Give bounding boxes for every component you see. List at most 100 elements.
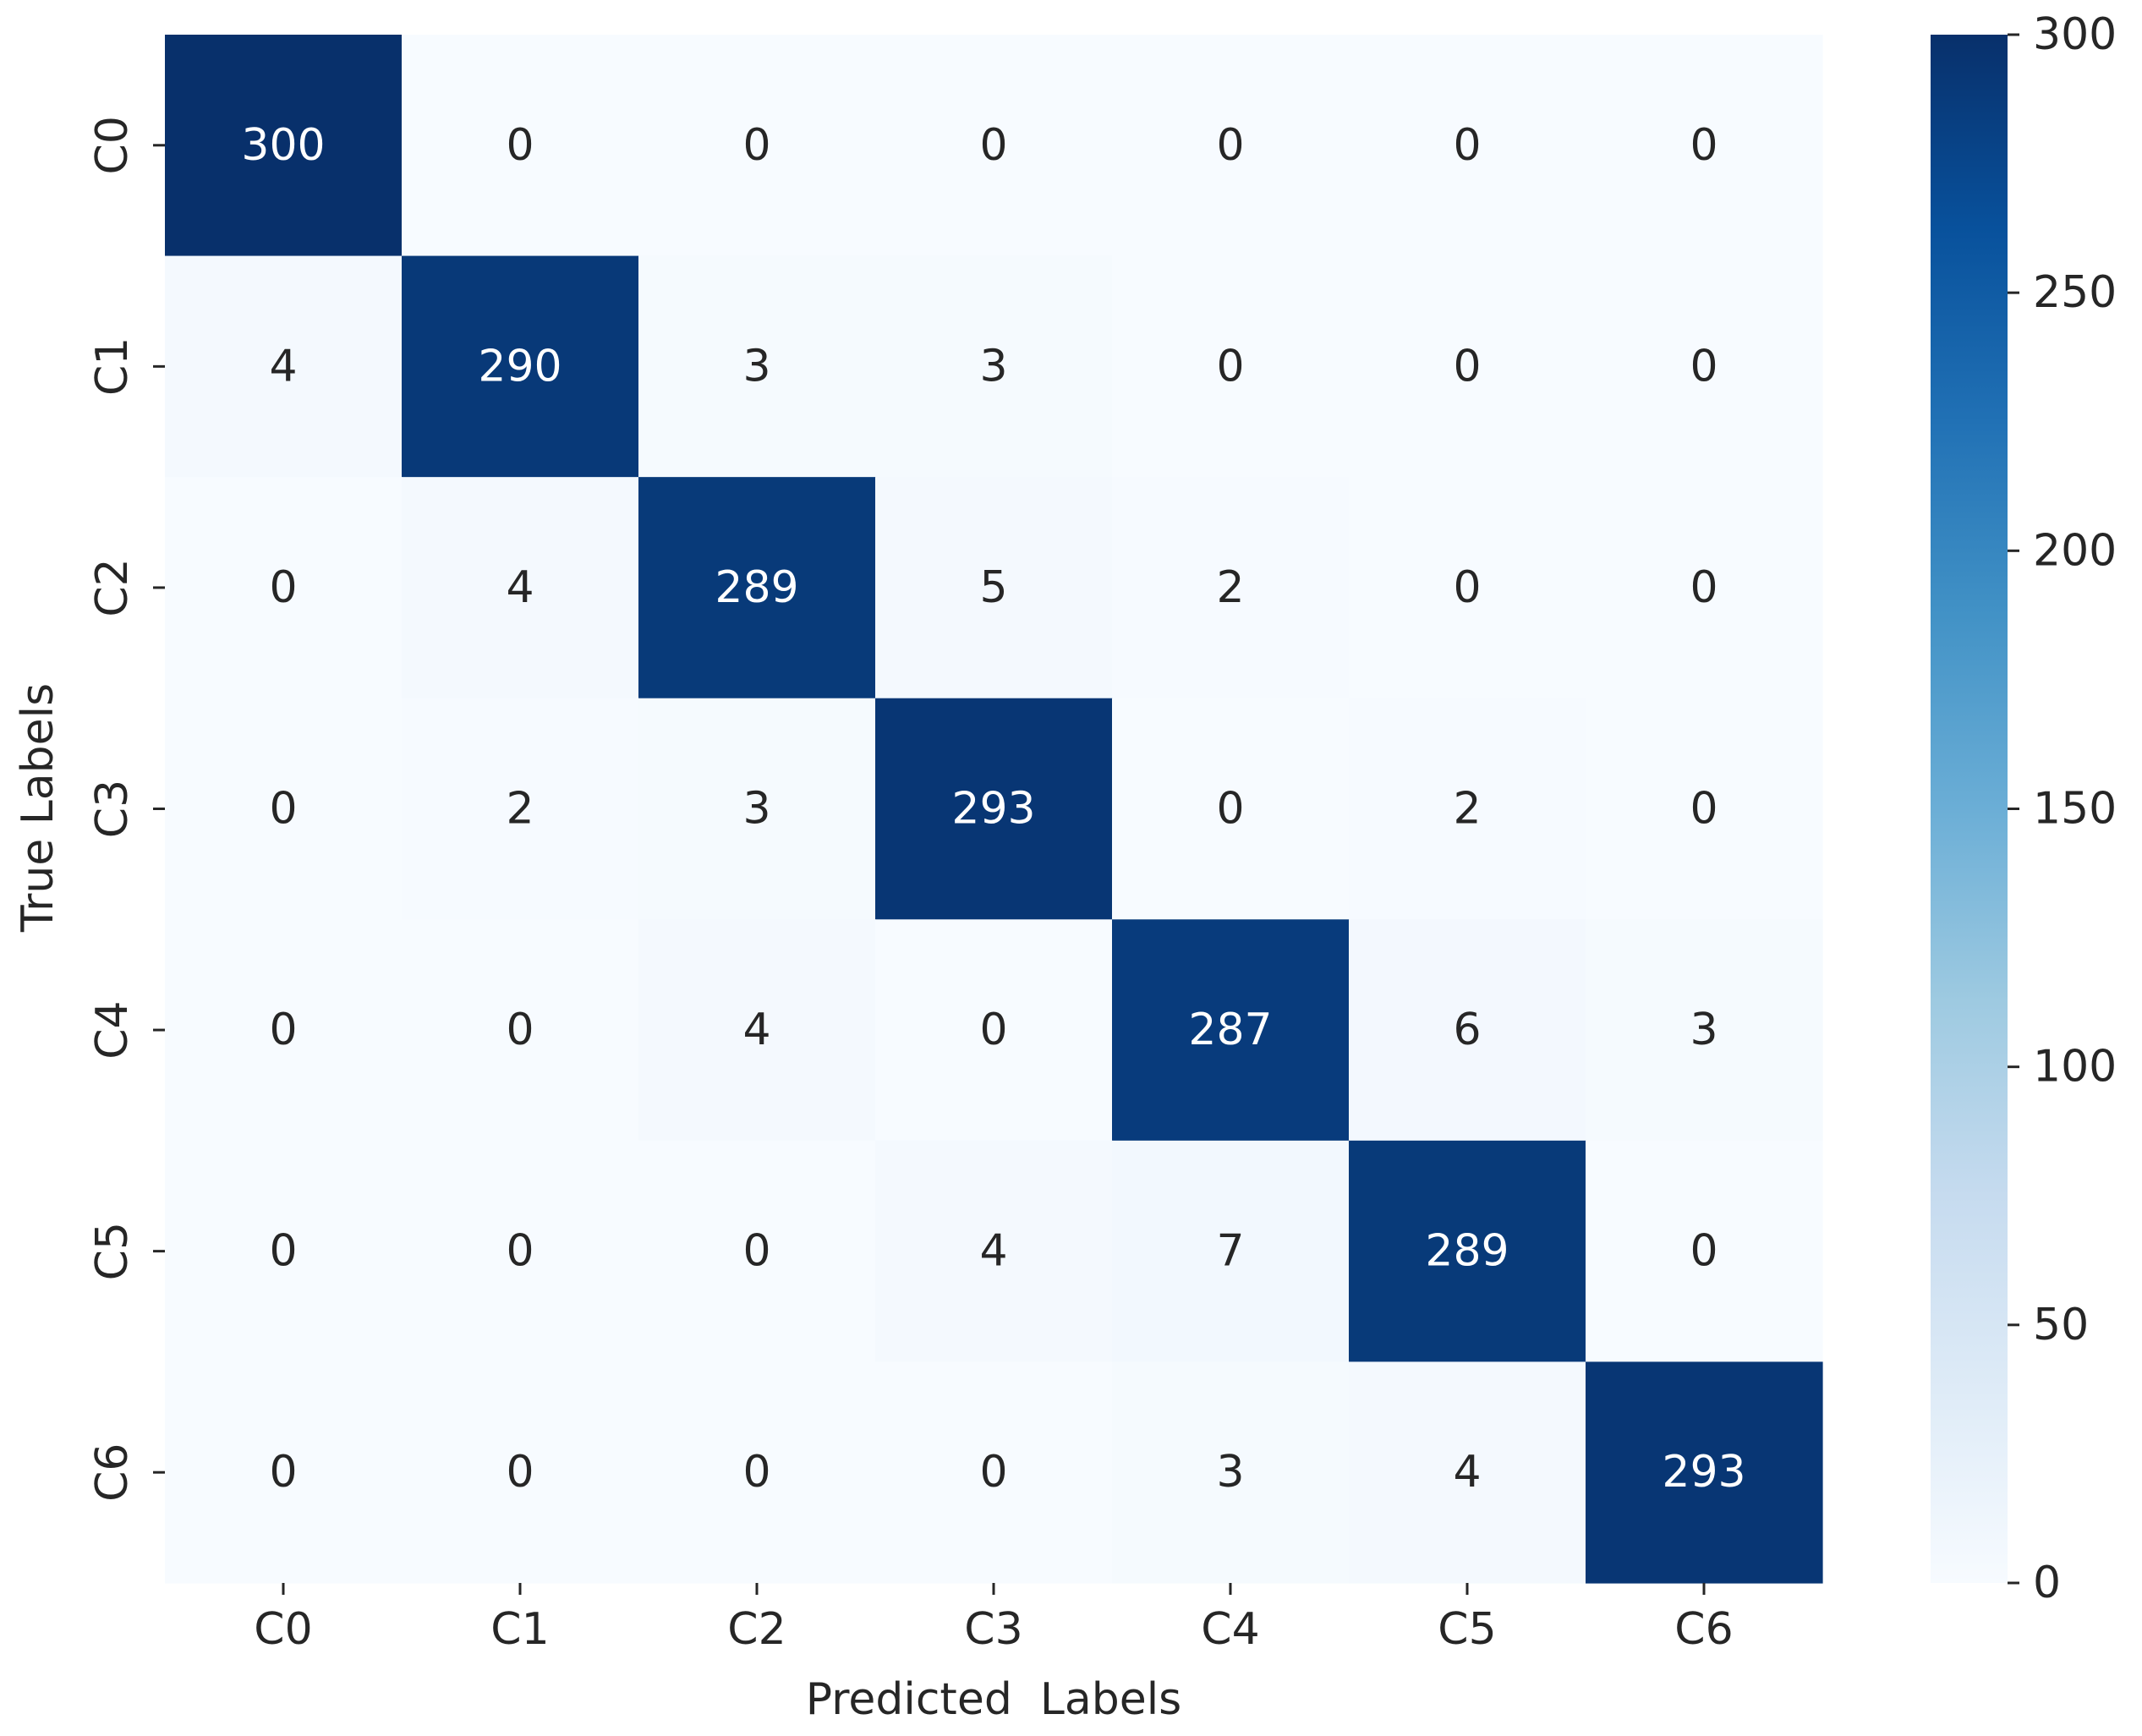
cell-value-label: 289	[1425, 1226, 1509, 1277]
heatmap-cell-C3-C3	[875, 698, 1113, 920]
heatmap-cell-C4-C1	[402, 919, 639, 1142]
cell-value-label: 0	[506, 1447, 534, 1498]
heatmap-cell-C5-C0	[165, 1140, 403, 1363]
heatmap-cell-C6-C6	[1586, 1361, 1823, 1584]
heatmap-cell-C4-C2	[638, 919, 876, 1142]
cell-value-label: 0	[1216, 120, 1244, 171]
heatmap-cell-C4-C5	[1349, 919, 1586, 1142]
heatmap-cell-C0-C2	[638, 35, 876, 257]
cell-value-label: 0	[1216, 784, 1244, 835]
y-tick-label: C6	[87, 1443, 138, 1502]
cell-value-label: 0	[269, 562, 297, 613]
heatmap-cell-C2-C2	[638, 477, 876, 699]
x-tick-label: C1	[490, 1604, 549, 1655]
heatmap-cell-C5-C4	[1112, 1140, 1350, 1363]
heatmap-cell-C6-C4	[1112, 1361, 1350, 1584]
cell-value-label: 3	[1690, 1005, 1717, 1055]
cell-value-label: 0	[269, 1226, 297, 1277]
cell-value-label: 0	[979, 120, 1007, 171]
cell-value-label: 0	[1216, 341, 1244, 392]
colorbar: 0 50 100 150 200 250 300	[1931, 9, 2117, 1608]
cell-value-label: 3	[1216, 1447, 1244, 1498]
cell-value-label: 0	[1690, 120, 1717, 171]
cell-value-label: 2	[1216, 562, 1244, 613]
colorbar-tick-label: 300	[2033, 9, 2117, 60]
heatmap-cell-C3-C0	[165, 698, 403, 920]
cell-value-label: 4	[979, 1226, 1007, 1277]
cell-value-label: 0	[979, 1005, 1007, 1055]
cell-value-label: 300	[241, 120, 325, 171]
x-axis: C0 C1 C2 C3 C4 C5 C6	[254, 1583, 1734, 1655]
y-tick-label: C1	[87, 337, 138, 396]
heatmap-cell-C4-C4	[1112, 919, 1350, 1142]
heatmap-cell-C2-C1	[402, 477, 639, 699]
cell-value-label: 3	[979, 341, 1007, 392]
colorbar-tick-label: 150	[2033, 784, 2117, 835]
x-tick-label: C4	[1201, 1604, 1259, 1655]
x-tick-label: C0	[254, 1604, 312, 1655]
x-tick-label: C3	[964, 1604, 1022, 1655]
heatmap-cell-C2-C5	[1349, 477, 1586, 699]
heatmap-cell-C0-C0	[165, 35, 403, 257]
y-tick-label: C2	[87, 558, 138, 616]
heatmap-cell-C6-C5	[1349, 1361, 1586, 1584]
y-axis-title: True Labels	[13, 683, 63, 933]
cell-value-label: 4	[1453, 1447, 1481, 1498]
heatmap-cell-C2-C6	[1586, 477, 1823, 699]
heatmap-cell-C5-C6	[1586, 1140, 1823, 1363]
cell-value-label: 6	[1453, 1005, 1481, 1055]
cell-value-label: 4	[742, 1005, 770, 1055]
cell-value-label: 0	[1690, 562, 1717, 613]
x-tick-label: C5	[1438, 1604, 1496, 1655]
x-axis-title: Predicted Labels	[806, 1674, 1182, 1725]
heatmap-cell-C5-C5	[1349, 1140, 1586, 1363]
heatmap-cell-C4-C3	[875, 919, 1113, 1142]
heatmap-cell-C1-C0	[165, 255, 403, 478]
heatmap-cell-C3-C1	[402, 698, 639, 920]
heatmap-cell-C0-C5	[1349, 35, 1586, 257]
heatmap-cell-C0-C4	[1112, 35, 1350, 257]
heatmap-cell-C1-C6	[1586, 255, 1823, 478]
cell-value-label: 0	[269, 784, 297, 835]
cell-value-label: 293	[1662, 1447, 1745, 1498]
y-tick-label: C4	[87, 1000, 138, 1059]
y-tick-label: C3	[87, 780, 138, 838]
heatmap-cell-C5-C2	[638, 1140, 876, 1363]
heatmap-cell-C4-C0	[165, 919, 403, 1142]
heatmap-cell-C6-C1	[402, 1361, 639, 1584]
heatmap-cells	[165, 35, 1823, 1584]
y-axis: C0 C1 C2 C3 C4 C5 C6	[87, 116, 165, 1502]
cell-value-label: 0	[979, 1447, 1007, 1498]
heatmap-cell-C5-C3	[875, 1140, 1113, 1363]
cell-value-label: 0	[506, 120, 534, 171]
cell-value-label: 289	[715, 562, 798, 613]
cell-value-label: 290	[478, 341, 562, 392]
cell-value-label: 0	[1453, 120, 1481, 171]
cell-value-label: 7	[1216, 1226, 1244, 1277]
cell-value-label: 0	[1690, 1226, 1717, 1277]
heatmap-cell-C5-C1	[402, 1140, 639, 1363]
heatmap-cell-C1-C1	[402, 255, 639, 478]
x-tick-label: C2	[727, 1604, 786, 1655]
heatmap-cell-C0-C1	[402, 35, 639, 257]
x-tick-label: C6	[1674, 1604, 1733, 1655]
colorbar-tick-label: 250	[2033, 267, 2117, 318]
heatmap-cell-C6-C2	[638, 1361, 876, 1584]
heatmap-cell-C6-C3	[875, 1361, 1113, 1584]
heatmap-cell-C2-C0	[165, 477, 403, 699]
cell-value-label: 0	[506, 1005, 534, 1055]
cell-value-label: 0	[269, 1005, 297, 1055]
cell-value-label: 0	[506, 1226, 534, 1277]
heatmap-cell-C4-C6	[1586, 919, 1823, 1142]
cell-value-label: 3	[742, 784, 770, 835]
heatmap-cell-C1-C2	[638, 255, 876, 478]
y-tick-label: C0	[87, 116, 138, 174]
heatmap-cell-C3-C2	[638, 698, 876, 920]
colorbar-tick-label: 200	[2033, 525, 2117, 576]
cell-value-label: 2	[1453, 784, 1481, 835]
heatmap-cell-C0-C3	[875, 35, 1113, 257]
heatmap-cell-C1-C5	[1349, 255, 1586, 478]
cell-value-label: 0	[742, 1447, 770, 1498]
heatmap-cell-C6-C0	[165, 1361, 403, 1584]
